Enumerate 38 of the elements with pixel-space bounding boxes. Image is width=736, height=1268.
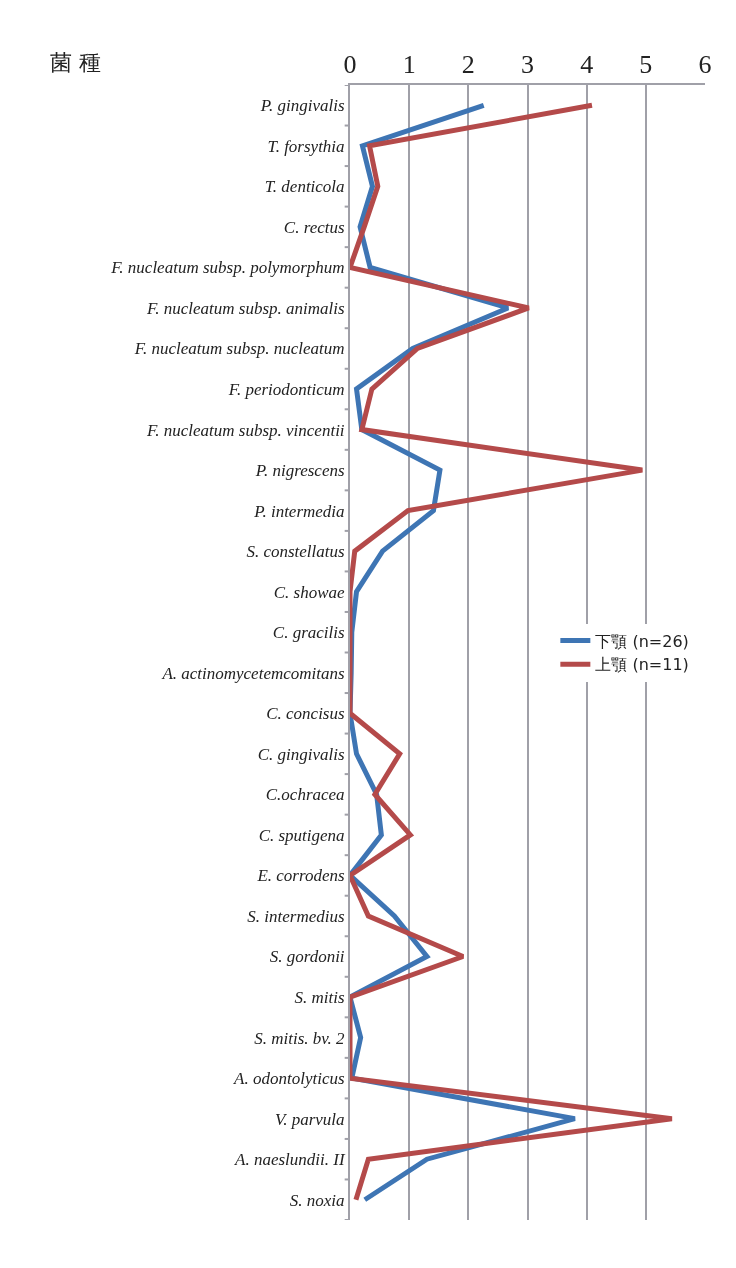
- y-tick-label: C.ochracea: [265, 785, 345, 805]
- x-tick-label: 0: [343, 49, 357, 79]
- y-tick-label: V. parvula: [275, 1109, 345, 1129]
- y-tick-label: C. concisus: [266, 704, 345, 724]
- y-tick-label: A. odontolyticus: [233, 1069, 345, 1089]
- y-tick-label: F. periodonticum: [227, 379, 345, 399]
- y-tick-label: S. gordonii: [269, 947, 345, 967]
- y-tick-label: T. forsythia: [267, 136, 345, 156]
- x-tick-label: 5: [639, 49, 653, 79]
- legend-label: 上顎 (n=11): [595, 655, 689, 675]
- x-tick-label: 3: [521, 49, 534, 79]
- y-axis-title: 菌 種: [50, 50, 101, 75]
- x-tick-label: 1: [402, 49, 416, 79]
- y-tick-label: P. intermedia: [253, 501, 345, 521]
- y-tick-label: A. naeslundii. II: [234, 1150, 346, 1170]
- y-tick-label: F. nucleatum subsp. vincentii: [146, 420, 345, 440]
- y-tick-label: F. nucleatum subsp. animalis: [146, 298, 345, 318]
- x-tick-label: 6: [698, 49, 712, 79]
- x-tick-label: 2: [461, 49, 475, 79]
- y-tick-label: S. mitis. bv. 2: [254, 1028, 346, 1048]
- y-tick-label: C. rectus: [283, 217, 345, 237]
- y-tick-label: T. denticola: [264, 177, 345, 197]
- y-tick-label: C. gingivalis: [257, 744, 345, 764]
- y-tick-label: E. corrodens: [256, 866, 345, 886]
- y-tick-label: P. gingivalis: [259, 96, 345, 116]
- y-tick-label: C. gracilis: [272, 623, 345, 643]
- y-tick-label: F. nucleatum subsp. polymorphum: [110, 258, 345, 278]
- y-tick-label: S. intermedius: [247, 906, 345, 926]
- y-tick-label: P. nigrescens: [254, 461, 345, 481]
- y-tick-label: C. sputigena: [258, 825, 345, 845]
- y-tick-label: C. showae: [273, 582, 346, 602]
- x-tick-label: 4: [580, 49, 594, 79]
- y-tick-label: F. nucleatum subsp. nucleatum: [133, 339, 345, 359]
- y-tick-label: S. noxia: [289, 1190, 345, 1210]
- y-tick-label: S. constellatus: [246, 542, 345, 562]
- legend-label: 下顎 (n=26): [595, 631, 689, 651]
- y-tick-label: A. actinomycetemcomitans: [161, 663, 345, 683]
- y-tick-label: S. mitis: [294, 988, 345, 1007]
